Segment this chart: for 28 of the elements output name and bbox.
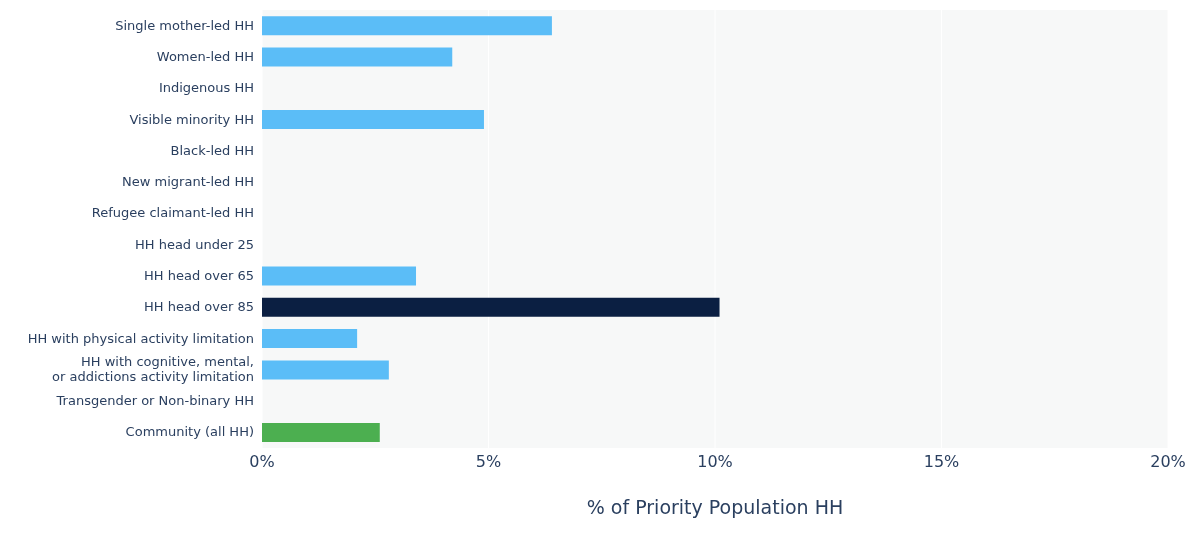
y-tick-label: Community (all HH) — [125, 424, 254, 440]
x-tick-label: 10% — [697, 452, 733, 472]
y-tick-label: HH with physical activity limitation — [27, 330, 254, 346]
bar — [262, 16, 552, 36]
bar — [262, 329, 358, 349]
y-tick-label: Women-led HH — [156, 48, 254, 64]
y-tick-label: HH head over 85 — [144, 299, 254, 315]
y-tick-label: HH with cognitive, mental, or addictions activity limitation — [52, 354, 254, 385]
y-tick-label: HH head under 25 — [134, 236, 254, 252]
bar — [262, 297, 720, 317]
y-tick-label: New migrant-led HH — [122, 174, 254, 190]
bar — [262, 360, 389, 380]
bar — [262, 422, 380, 442]
y-tick-label: Indigenous HH — [158, 80, 254, 96]
bar — [262, 110, 484, 130]
y-tick-label: Visible minority HH — [129, 111, 254, 127]
x-tick-label: 0% — [249, 452, 275, 472]
bar — [262, 266, 417, 286]
x-tick-label: 15% — [923, 452, 960, 472]
y-tick-label: HH head over 65 — [144, 267, 254, 283]
y-tick-label: Black-led HH — [170, 142, 254, 158]
y-tick-label: Refugee claimant-led HH — [91, 205, 254, 221]
y-tick-label: Single mother-led HH — [115, 17, 254, 33]
x-tick-label: 20% — [1150, 452, 1186, 472]
y-tick-label: Transgender or Non-binary HH — [55, 393, 254, 409]
bar — [262, 47, 453, 67]
x-axis-title: % of Priority Population HH — [586, 496, 844, 518]
x-tick-label: 5% — [475, 452, 502, 472]
